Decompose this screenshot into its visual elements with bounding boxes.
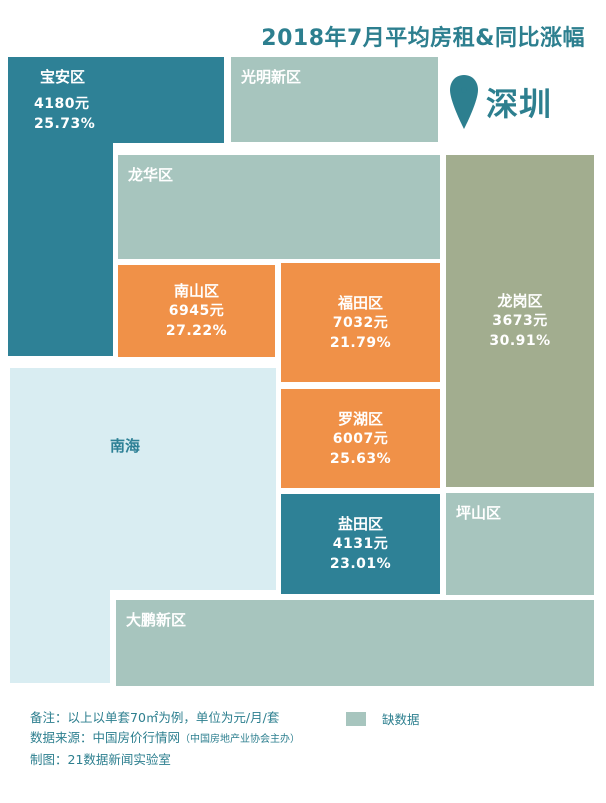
- district-name: 龙华区: [128, 166, 174, 184]
- district-name: 大鹏新区: [126, 611, 187, 629]
- page-title: 2018年7月平均房租&同比涨幅: [261, 26, 585, 51]
- district-rent: 3673元: [492, 313, 548, 329]
- district-rent: 7032元: [332, 314, 389, 331]
- legend-label: 缺数据: [382, 712, 420, 727]
- district-change: 25.73%: [34, 116, 96, 132]
- district-change: 23.01%: [329, 556, 392, 572]
- area-name: 南海: [110, 437, 141, 455]
- district-change: 25.63%: [329, 450, 392, 467]
- district-name: 宝安区: [40, 68, 86, 86]
- district-rent: 6945元: [168, 303, 225, 319]
- footer-source-text: 数据来源：中国房价行情网: [30, 730, 181, 745]
- footer-source: 数据来源：中国房价行情网（中国房地产业协会主办）: [30, 728, 300, 750]
- footer-source-note: （中国房地产业协会主办）: [180, 734, 301, 745]
- district-longgang: 龙岗区 3673元 30.91%: [446, 155, 594, 487]
- footer: 备注：以上以单套70㎡为例，单位为元/月/套 数据来源：中国房价行情网（中国房地…: [30, 708, 300, 770]
- area-nanhai: 南海: [10, 368, 276, 590]
- district-luohu: 罗湖区 6007元 25.63%: [281, 389, 440, 488]
- district-baoan: 宝安区: [8, 57, 224, 143]
- district-change: 27.22%: [165, 323, 228, 339]
- area-nanhai-lower: [10, 588, 110, 683]
- district-name: 龙岗区: [497, 292, 543, 310]
- district-name: 罗湖区: [337, 409, 383, 428]
- legend: 缺数据: [346, 709, 420, 728]
- city-label: 深圳: [448, 72, 552, 132]
- district-name: 光明新区: [241, 68, 302, 86]
- district-guangming: 光明新区: [231, 57, 438, 142]
- district-name: 福田区: [337, 293, 383, 312]
- city-name: 深圳: [486, 85, 553, 123]
- district-name: 坪山区: [456, 504, 502, 522]
- footer-note: 备注：以上以单套70㎡为例，单位为元/月/套: [30, 710, 280, 725]
- legend-swatch: [346, 711, 366, 726]
- district-rent: 4180元: [34, 96, 90, 112]
- footer-credit: 制图：21数据新闻实验室: [30, 752, 171, 767]
- district-change: 30.91%: [489, 333, 551, 349]
- district-name: 盐田区: [337, 515, 383, 533]
- district-baoan-lower: [8, 140, 113, 356]
- district-name: 南山区: [173, 282, 219, 300]
- district-yantian: 盐田区 4131元 23.01%: [281, 494, 440, 594]
- district-futian: 福田区 7032元 21.79%: [281, 263, 440, 382]
- district-change: 21.79%: [329, 334, 392, 351]
- district-nanshan: 南山区 6945元 27.22%: [118, 265, 275, 357]
- district-pingshan: 坪山区: [446, 493, 594, 595]
- district-rent: 6007元: [332, 430, 389, 447]
- district-longhua: 龙华区: [118, 155, 440, 259]
- district-baoan-text: . 4180元 25.73%: [8, 74, 116, 134]
- district-rent: 4131元: [332, 536, 389, 552]
- district-dapeng: 大鹏新区: [116, 600, 594, 686]
- map-pin-icon: [450, 75, 478, 129]
